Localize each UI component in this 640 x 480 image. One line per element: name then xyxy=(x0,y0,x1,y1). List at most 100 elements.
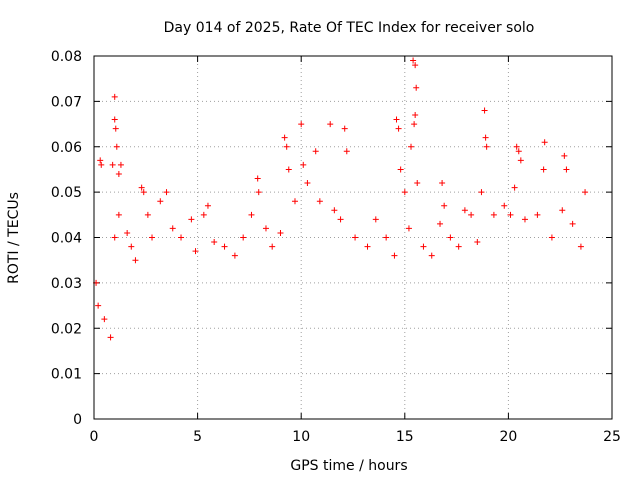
data-point xyxy=(343,148,350,155)
data-point xyxy=(300,161,307,168)
data-point xyxy=(483,143,490,150)
data-point xyxy=(331,207,338,214)
data-point xyxy=(412,62,419,69)
data-point xyxy=(283,143,290,150)
data-point xyxy=(401,189,408,196)
data-point xyxy=(109,161,116,168)
data-point xyxy=(521,216,528,223)
data-point xyxy=(461,207,468,214)
data-point xyxy=(95,302,102,309)
data-point xyxy=(169,225,176,232)
data-point xyxy=(144,211,151,218)
data-point xyxy=(269,243,276,250)
data-point xyxy=(115,170,122,177)
y-tick-label: 0.01 xyxy=(51,367,82,383)
data-point xyxy=(410,57,417,64)
data-point xyxy=(420,243,427,250)
data-points xyxy=(93,57,589,341)
data-point xyxy=(563,166,570,173)
y-tick-label: 0 xyxy=(73,412,82,428)
x-axis-label: GPS time / hours xyxy=(290,458,407,474)
data-point xyxy=(111,93,118,100)
data-point xyxy=(391,252,398,259)
data-point xyxy=(157,198,164,205)
data-point xyxy=(107,334,114,341)
data-point xyxy=(117,161,124,168)
x-tick-label: 0 xyxy=(90,429,99,445)
data-point xyxy=(412,111,419,118)
y-axis-label: ROTI / TECUs xyxy=(6,192,22,284)
data-point xyxy=(393,116,400,123)
data-point xyxy=(140,189,147,196)
data-point xyxy=(115,211,122,218)
plot-area-frame xyxy=(93,55,613,420)
data-point xyxy=(178,234,185,241)
data-point xyxy=(291,198,298,205)
data-point xyxy=(221,243,228,250)
data-point xyxy=(112,125,119,132)
data-point xyxy=(441,202,448,209)
axis-ticks: 0 5 10 15 20 25 0 0.01 0.02 0.03 0.04 0.05 0.06 0.07 0… xyxy=(51,49,621,445)
data-point xyxy=(163,189,170,196)
data-point xyxy=(281,134,288,141)
data-point xyxy=(515,148,522,155)
data-point xyxy=(128,243,135,250)
data-point xyxy=(408,143,415,150)
data-point xyxy=(447,234,454,241)
data-point xyxy=(474,239,481,246)
data-point xyxy=(511,184,518,191)
data-point xyxy=(411,121,418,128)
data-point xyxy=(285,166,292,173)
y-tick-label: 0.08 xyxy=(51,49,82,65)
data-point xyxy=(481,107,488,114)
grid-lines xyxy=(94,56,612,419)
x-tick-label: 5 xyxy=(193,429,202,445)
data-point xyxy=(97,157,104,164)
data-point xyxy=(240,234,247,241)
data-point xyxy=(132,257,139,264)
data-point xyxy=(254,175,261,182)
data-point xyxy=(113,143,120,150)
data-point xyxy=(513,143,520,150)
data-point xyxy=(577,243,584,250)
data-point xyxy=(455,243,462,250)
data-point xyxy=(138,184,145,191)
data-point xyxy=(534,211,541,218)
data-point xyxy=(372,216,379,223)
data-point xyxy=(548,234,555,241)
data-point xyxy=(478,189,485,196)
x-tick-label: 15 xyxy=(396,429,414,445)
data-point xyxy=(98,161,105,168)
data-point xyxy=(204,202,211,209)
data-point xyxy=(192,248,199,255)
data-point xyxy=(211,239,218,246)
data-point xyxy=(428,252,435,259)
x-tick-label: 10 xyxy=(292,429,310,445)
data-point xyxy=(541,139,548,146)
data-point xyxy=(200,211,207,218)
data-point xyxy=(111,234,118,241)
data-point xyxy=(507,211,514,218)
y-tick-label: 0.04 xyxy=(51,231,82,247)
data-point xyxy=(124,229,131,236)
data-point xyxy=(582,189,589,196)
data-point xyxy=(569,220,576,227)
data-point xyxy=(517,157,524,164)
data-point xyxy=(439,180,446,187)
data-point xyxy=(490,211,497,218)
data-point xyxy=(482,134,489,141)
chart-title: Day 014 of 2025, Rate Of TEC Index for r… xyxy=(164,20,535,36)
data-point xyxy=(262,225,269,232)
y-tick-label: 0.06 xyxy=(51,140,82,156)
y-tick-label: 0.07 xyxy=(51,94,82,110)
data-point xyxy=(277,229,284,236)
data-point xyxy=(101,316,108,323)
data-point xyxy=(352,234,359,241)
data-point xyxy=(298,121,305,128)
data-point xyxy=(111,116,118,123)
data-point xyxy=(561,152,568,159)
y-tick-label: 0.05 xyxy=(51,185,82,201)
data-point xyxy=(414,180,421,187)
x-tick-label: 25 xyxy=(603,429,621,445)
